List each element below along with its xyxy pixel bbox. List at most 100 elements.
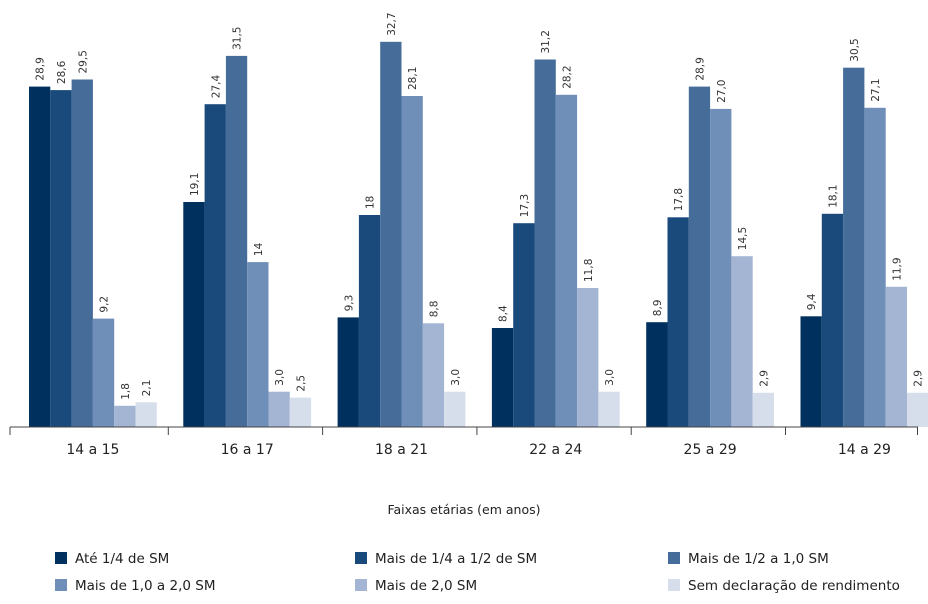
value-label: 11,9 [891,257,903,280]
value-label: 17,3 [519,194,531,217]
x-tick-label: 18 a 21 [375,442,428,458]
bar-3-0 [491,328,514,427]
legend-label: Mais de 2,0 SM [375,578,477,594]
bar-4-5 [752,392,774,427]
x-tick-label: 22 a 24 [529,442,582,458]
bars-layer [29,41,928,428]
x-axis-title: Faixas etárias (em anos) [387,502,540,517]
bar-1-3 [247,262,269,427]
value-label: 32,7 [386,12,398,35]
value-label: 28,9 [695,57,707,80]
bar-2-2 [380,41,402,428]
value-label: 27,0 [716,80,728,103]
bar-4-4 [731,256,753,427]
value-label: 29,5 [77,50,89,73]
legend-swatch [55,552,67,564]
value-label: 3,0 [450,369,462,386]
bar-0-3 [92,318,115,427]
bar-3-2 [534,59,556,427]
bar-4-0 [646,322,668,427]
bar-5-4 [885,286,907,427]
value-label: 2,9 [758,370,770,387]
value-label: 17,8 [673,188,685,211]
legend-item: Mais de 1/4 a 1/2 de SM [355,551,537,567]
value-label: 19,1 [189,173,201,196]
value-label: 3,0 [274,369,286,386]
bar-3-5 [598,391,620,427]
bar-1-0 [183,202,205,427]
bar-1-1 [204,104,226,427]
bar-2-4 [422,323,445,427]
value-labels-layer: 28,9 28,6 29,5 9,2 1,8 2,1 19,1 27,4 31,5 14 3,0 2,… [35,12,925,399]
bar-5-3 [864,107,886,428]
value-label: 28,2 [562,65,574,88]
value-label: 18,1 [827,184,839,207]
bar-2-3 [401,96,423,427]
value-label: 28,9 [35,57,47,80]
value-label: 11,8 [583,259,595,282]
value-label: 2,5 [295,375,307,392]
bar-0-2 [71,79,93,427]
bar-3-3 [555,94,578,428]
value-label: 3,0 [604,369,616,386]
x-tick-label: 14 a 15 [66,442,119,458]
value-label: 27,4 [210,75,222,99]
value-label: 9,2 [99,296,111,313]
value-label: 1,8 [120,383,132,400]
x-tick-label: 25 a 29 [684,442,737,458]
bar-4-3 [710,108,732,428]
legend-item: Sem declaração de rendimento [668,578,900,594]
bar-5-5 [907,392,928,427]
legend-item: Mais de 1,0 a 2,0 SM [55,578,215,594]
legend-label: Mais de 1/2 a 1,0 SM [688,551,829,567]
value-label: 31,5 [232,27,244,50]
legend-label: Sem declaração de rendimento [688,578,900,594]
legend-item: Até 1/4 de SM [55,551,169,567]
bar-1-5 [289,397,312,427]
bar-2-1 [358,215,381,427]
x-tick-label: 14 a 29 [838,442,891,458]
value-label: 9,3 [343,295,355,312]
x-axis: 14 a 15 16 a 17 18 a 21 22 a 24 25 a 29 14 a … [9,426,918,458]
bar-2-5 [444,391,466,427]
legend-label: Até 1/4 de SM [75,551,169,567]
legend-item: Mais de 2,0 SM [355,578,477,594]
legend: Até 1/4 de SM Mais de 1/4 a 1/2 de SM Mais… [55,551,900,594]
value-label: 8,9 [652,299,664,316]
bar-1-2 [225,55,248,428]
bar-5-1 [821,213,844,427]
legend-swatch [355,579,367,591]
bar-5-2 [843,67,865,427]
legend-swatch [668,552,680,564]
legend-swatch [55,579,67,591]
bar-0-5 [135,402,157,427]
value-label: 28,1 [407,67,419,90]
value-label: 14,5 [737,227,749,250]
bar-0-1 [50,90,72,427]
legend-swatch [355,552,367,564]
value-label: 30,5 [849,38,861,61]
value-label: 8,8 [428,301,440,318]
bar-4-1 [667,217,689,427]
bar-4-2 [688,86,711,427]
legend-swatch [668,579,680,591]
bar-3-4 [577,288,599,427]
legend-label: Mais de 1,0 a 2,0 SM [75,578,215,594]
bar-5-0 [800,316,822,427]
bar-3-1 [513,223,535,427]
bar-1-4 [268,391,290,427]
value-label: 31,2 [540,30,552,53]
legend-label: Mais de 1/4 a 1/2 de SM [375,551,537,567]
bar-0-4 [114,405,136,427]
value-label: 14 [253,242,265,256]
value-label: 8,4 [498,305,510,322]
value-label: 9,4 [806,293,818,310]
bar-0-0 [29,86,51,427]
bar-2-0 [337,317,359,427]
x-tick-label: 16 a 17 [221,442,274,458]
value-label: 28,6 [56,60,68,84]
value-label: 27,1 [870,78,882,101]
legend-item: Mais de 1/2 a 1,0 SM [668,551,829,567]
